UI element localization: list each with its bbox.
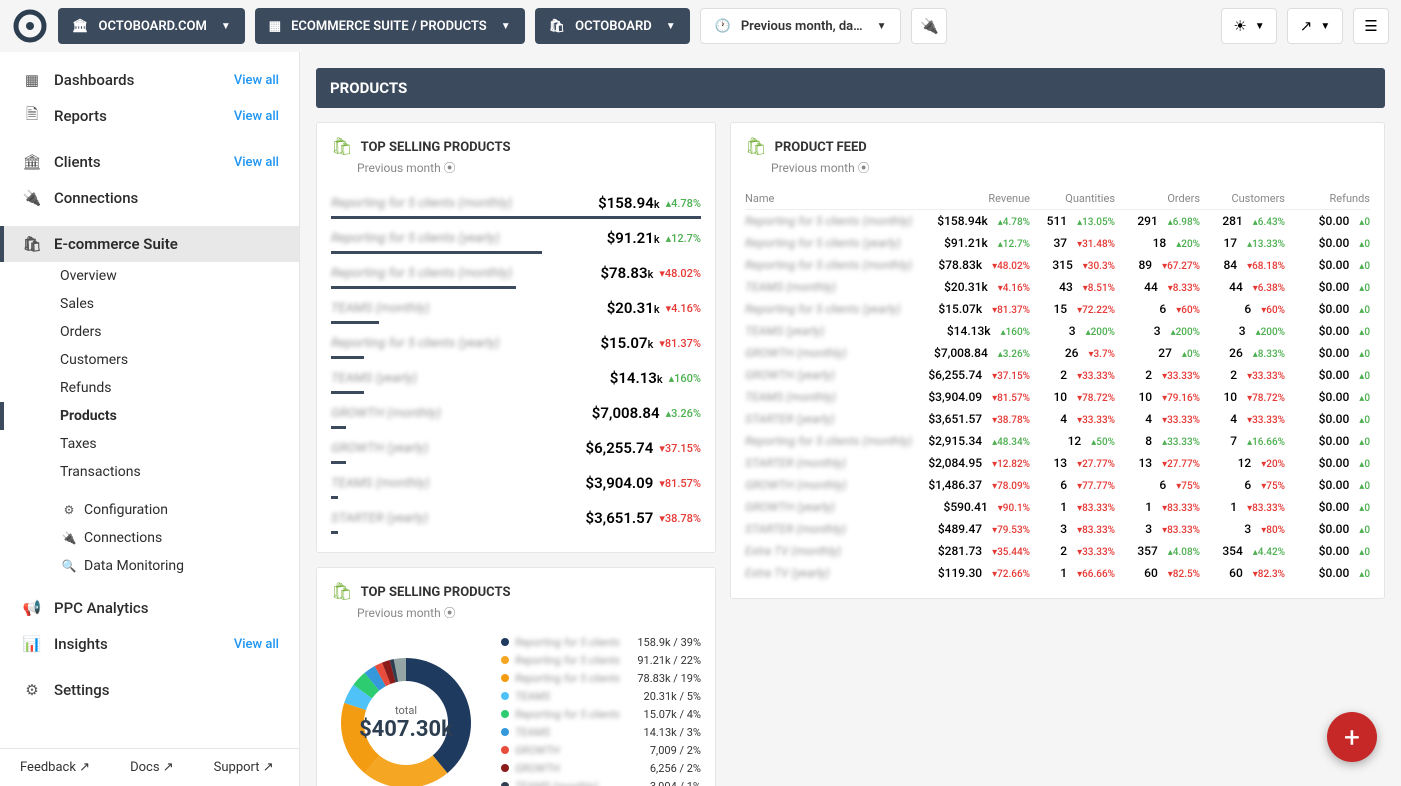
theme-button[interactable]: ☀▼: [1221, 8, 1277, 44]
period-selector[interactable]: 🕐Previous month, da…▼: [700, 8, 902, 44]
page-title: PRODUCTS: [316, 68, 1385, 108]
account-selector[interactable]: 🏛OCTOBOARD.COM▼: [58, 8, 245, 44]
feedback-link[interactable]: Feedback ↗: [20, 760, 90, 775]
view-all-link[interactable]: View all: [234, 637, 279, 652]
product-row: STARTER (yearly) $3,651.57 ▾38.78%: [331, 503, 701, 533]
app-logo[interactable]: [12, 8, 48, 44]
gear-icon: ⚙: [20, 681, 44, 699]
sidebar: ▦DashboardsView all🗎ReportsView all 🏛Cli…: [0, 52, 300, 786]
donut-card: 🛍TOP SELLING PRODUCTS Previous month ⦿ t…: [316, 567, 716, 786]
legend-row: Reporting for 5 clients 158.9k / 39%: [501, 633, 701, 651]
legend-row: TEAMS 14.13k / 3%: [501, 723, 701, 741]
sidebar-item[interactable]: ▦DashboardsView all: [0, 62, 299, 98]
product-row: TEAMS (yearly) $14.13k ▴160%: [331, 363, 701, 393]
legend-row: TEAMS 20.31k / 5%: [501, 687, 701, 705]
donut-chart: total $407.30k: [331, 648, 481, 786]
menu-button[interactable]: ☰: [1353, 8, 1389, 44]
topbar: 🏛OCTOBOARD.COM▼ ▦ECOMMERCE SUITE / PRODU…: [0, 0, 1401, 52]
feed-row: GROWTH (monthly) $7,008.84▴3.26% 26▾3.7%…: [745, 342, 1370, 364]
feed-row: Reporting for 5 clients (monthly) $2,915…: [745, 430, 1370, 452]
product-row: GROWTH (monthly) $7,008.84 ▴3.26%: [331, 398, 701, 428]
legend-row: Reporting for 5 clients 78.83k / 19%: [501, 669, 701, 687]
feed-row: GROWTH (yearly) $6,255.74▾37.15% 2▾33.33…: [745, 364, 1370, 386]
view-all-link[interactable]: View all: [234, 109, 279, 124]
sidebar-item[interactable]: 📊InsightsView all: [0, 626, 299, 662]
feed-row: GROWTH (monthly) $1,486.37▾78.09% 6▾77.7…: [745, 474, 1370, 496]
sidebar-tool[interactable]: 🔌Connections: [0, 524, 299, 552]
feed-row: Extra TV (yearly) $119.30▾72.66% 1▾66.66…: [745, 562, 1370, 584]
legend-row: Reporting for 5 clients 91.21k / 22%: [501, 651, 701, 669]
add-fab[interactable]: +: [1327, 712, 1377, 762]
feed-row: TEAMS (yearly) $14.13k▴160% 3▴200% 3▴200…: [745, 320, 1370, 342]
sidebar-item-ecommerce[interactable]: 🛍 E-commerce Suite: [0, 226, 299, 262]
sidebar-subitem[interactable]: Customers: [0, 346, 299, 374]
product-row: GROWTH (yearly) $6,255.74 ▾37.15%: [331, 433, 701, 463]
product-row: TEAMS (monthly) $3,904.09 ▾81.57%: [331, 468, 701, 498]
sidebar-footer: Feedback ↗ Docs ↗ Support ↗: [0, 748, 299, 786]
sidebar-item[interactable]: 🔌Connections: [0, 180, 299, 216]
feed-row: Reporting for 5 clients (yearly) $91.21k…: [745, 232, 1370, 254]
sidebar-item[interactable]: 📢PPC Analytics: [0, 590, 299, 626]
project-selector[interactable]: 🛍OCTOBOARD▼: [535, 8, 690, 44]
product-row: Reporting for 5 clients (monthly) $78.83…: [331, 258, 701, 288]
feed-row: STARTER (monthly) $2,084.95▾12.82% 13▾27…: [745, 452, 1370, 474]
sidebar-subitem[interactable]: Sales: [0, 290, 299, 318]
top-selling-card: 🛍TOP SELLING PRODUCTS Previous month ⦿ R…: [316, 122, 716, 553]
feed-row: GROWTH (yearly) $590.41▾90.1% 1▾83.33% 1…: [745, 496, 1370, 518]
connect-button[interactable]: 🔌: [911, 8, 947, 44]
suite-selector[interactable]: ▦ECOMMERCE SUITE / PRODUCTS▼: [255, 8, 525, 44]
sidebar-item-settings[interactable]: ⚙ Settings: [0, 672, 299, 708]
view-all-link[interactable]: View all: [234, 155, 279, 170]
sidebar-item[interactable]: 🏛ClientsView all: [0, 144, 299, 180]
bag-icon: 🛍: [20, 235, 44, 253]
product-row: Reporting for 5 clients (yearly) $15.07k…: [331, 328, 701, 358]
sidebar-subitem[interactable]: Refunds: [0, 374, 299, 402]
legend-row: Reporting for 5 clients 15.07k / 4%: [501, 705, 701, 723]
sidebar-subitem[interactable]: Taxes: [0, 430, 299, 458]
donut-legend: Reporting for 5 clients 158.9k / 39% Rep…: [501, 633, 701, 786]
feed-row: Extra TV (monthly) $281.73▾35.44% 2▾33.3…: [745, 540, 1370, 562]
support-link[interactable]: Support ↗: [214, 760, 274, 775]
product-row: Reporting for 5 clients (monthly) $158.9…: [331, 188, 701, 218]
shopify-icon: 🛍: [331, 137, 353, 157]
shopify-icon: 🛍: [331, 582, 353, 602]
view-all-link[interactable]: View all: [234, 73, 279, 88]
content-area: PRODUCTS 🛍TOP SELLING PRODUCTS Previous …: [300, 52, 1401, 786]
sidebar-tool[interactable]: 🔍Data Monitoring: [0, 552, 299, 580]
feed-row: STARTER (yearly) $3,651.57▾38.78% 4▾33.3…: [745, 408, 1370, 430]
legend-row: GROWTH 6,256 / 2%: [501, 759, 701, 777]
product-row: TEAMS (monthly) $20.31k ▾4.16%: [331, 293, 701, 323]
feed-row: Reporting for 5 clients (monthly) $78.83…: [745, 254, 1370, 276]
sidebar-subitem[interactable]: Overview: [0, 262, 299, 290]
sidebar-subitem[interactable]: Transactions: [0, 458, 299, 486]
product-row: Reporting for 5 clients (yearly) $91.21k…: [331, 223, 701, 253]
sidebar-subitem[interactable]: Products: [0, 402, 299, 430]
sidebar-subitem[interactable]: Orders: [0, 318, 299, 346]
feed-row: STARTER (monthly) $489.47▾79.53% 3▾83.33…: [745, 518, 1370, 540]
product-feed-card: 🛍PRODUCT FEED Previous month ⦿ NameReven…: [730, 122, 1385, 599]
legend-row: GROWTH 7,009 / 2%: [501, 741, 701, 759]
docs-link[interactable]: Docs ↗: [130, 760, 174, 775]
feed-row: Reporting for 5 clients (monthly) $158.9…: [745, 210, 1370, 232]
shopify-icon: 🛍: [745, 137, 767, 157]
legend-row: TEAMS (monthly) 3,904 / 1%: [501, 777, 701, 786]
share-button[interactable]: ↗▼: [1287, 8, 1343, 44]
feed-row: TEAMS (monthly) $20.31k▾4.16% 43▾8.51% 4…: [745, 276, 1370, 298]
sidebar-item[interactable]: 🗎ReportsView all: [0, 98, 299, 134]
sidebar-tool[interactable]: ⚙Configuration: [0, 496, 299, 524]
feed-row: Reporting for 5 clients (yearly) $15.07k…: [745, 298, 1370, 320]
feed-row: TEAMS (monthly) $3,904.09▾81.57% 10▾78.7…: [745, 386, 1370, 408]
